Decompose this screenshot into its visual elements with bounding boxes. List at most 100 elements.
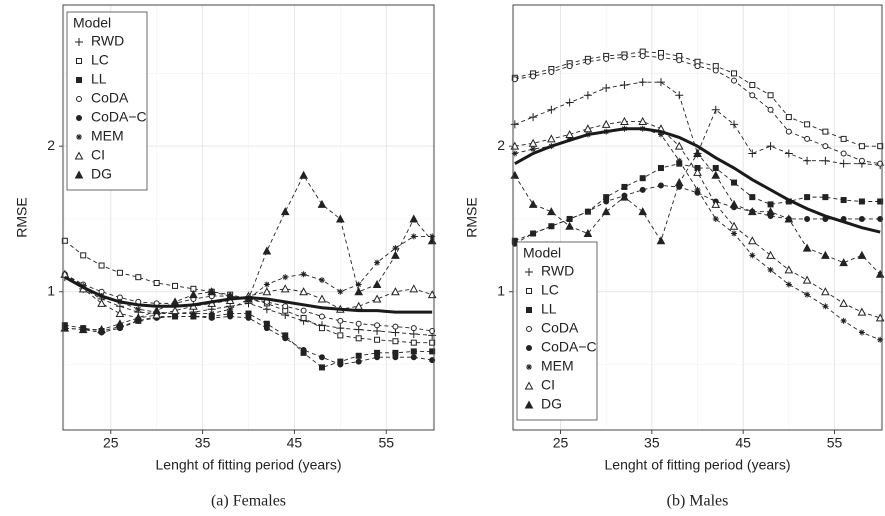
marker (374, 259, 381, 266)
marker (525, 268, 533, 276)
legend-label: MEM (541, 358, 574, 374)
marker (730, 120, 739, 129)
marker (639, 186, 646, 193)
marker (263, 325, 270, 332)
marker (410, 325, 417, 332)
marker (152, 306, 162, 315)
marker (391, 328, 400, 337)
marker (511, 76, 518, 83)
marker (858, 157, 865, 164)
marker (392, 338, 399, 345)
marker (133, 313, 143, 322)
marker (821, 250, 830, 259)
marker (526, 326, 532, 332)
legend-label: LL (91, 71, 107, 87)
marker (712, 67, 719, 74)
marker (547, 105, 556, 114)
marker (337, 317, 344, 324)
marker (410, 233, 417, 240)
marker (318, 313, 325, 320)
marker (802, 243, 812, 252)
marker (731, 179, 738, 186)
marker (318, 277, 325, 284)
marker (674, 141, 684, 150)
marker (391, 287, 400, 296)
legend-label: RWD (91, 33, 124, 49)
marker (115, 309, 125, 318)
marker (76, 115, 82, 121)
x-axis-label: Lenght of fitting period (years) (156, 457, 342, 473)
marker (74, 151, 84, 160)
marker (280, 207, 290, 216)
y-tick-label: 1 (497, 282, 505, 298)
marker (318, 354, 325, 361)
marker (767, 106, 774, 113)
marker (526, 345, 532, 351)
marker (731, 70, 738, 77)
y-tick-label: 2 (497, 137, 505, 153)
marker (877, 160, 884, 167)
marker (524, 381, 534, 390)
x-tick-label: 25 (553, 435, 569, 451)
marker (300, 314, 307, 321)
marker (97, 298, 106, 307)
marker (135, 274, 142, 281)
marker (822, 143, 829, 150)
marker (354, 325, 363, 334)
marker (747, 236, 757, 245)
marker (392, 354, 399, 361)
marker (767, 266, 774, 273)
legend-label: CI (541, 377, 555, 393)
marker (76, 77, 82, 83)
marker (409, 329, 418, 338)
marker (170, 306, 180, 315)
marker (547, 134, 556, 143)
marker (584, 58, 591, 65)
marker (839, 298, 848, 307)
marker (603, 55, 610, 62)
marker (694, 63, 701, 70)
marker (262, 246, 272, 255)
marker (821, 156, 830, 165)
x-tick-label: 45 (735, 435, 751, 451)
marker (280, 284, 290, 293)
marker (336, 324, 345, 333)
legend-title: Model (73, 15, 111, 31)
marker (153, 279, 160, 286)
smooth-line (514, 127, 881, 234)
marker (526, 288, 532, 294)
marker (877, 143, 884, 150)
y-tick-label: 1 (47, 282, 55, 298)
marker (675, 91, 684, 100)
marker (729, 221, 739, 230)
legend-label: CoDA−C (541, 339, 597, 355)
legend-label: DG (541, 396, 562, 412)
marker (318, 325, 325, 332)
marker (172, 282, 179, 289)
marker (300, 346, 307, 353)
marker (584, 208, 591, 215)
marker (337, 332, 344, 339)
marker (409, 284, 419, 293)
marker (804, 121, 811, 128)
series-line (64, 235, 433, 315)
marker (374, 354, 381, 361)
marker (354, 287, 364, 296)
marker (262, 305, 271, 314)
marker (530, 73, 537, 80)
marker (694, 186, 701, 193)
marker (656, 78, 665, 87)
marker (299, 170, 308, 179)
marker (429, 357, 436, 364)
marker (245, 314, 252, 321)
marker (766, 142, 775, 151)
marker (785, 114, 792, 121)
marker (565, 221, 574, 230)
panel: 1 2 25 35 45 55 Model RWD LC LL CoDA CoDA−C MEM CI DG L… (464, 4, 885, 510)
marker (638, 207, 648, 216)
plot-border (62, 4, 435, 431)
marker (785, 128, 792, 135)
marker (603, 198, 610, 205)
x-axis-label: Lenght of fitting period (years) (605, 457, 791, 473)
marker (638, 116, 648, 125)
